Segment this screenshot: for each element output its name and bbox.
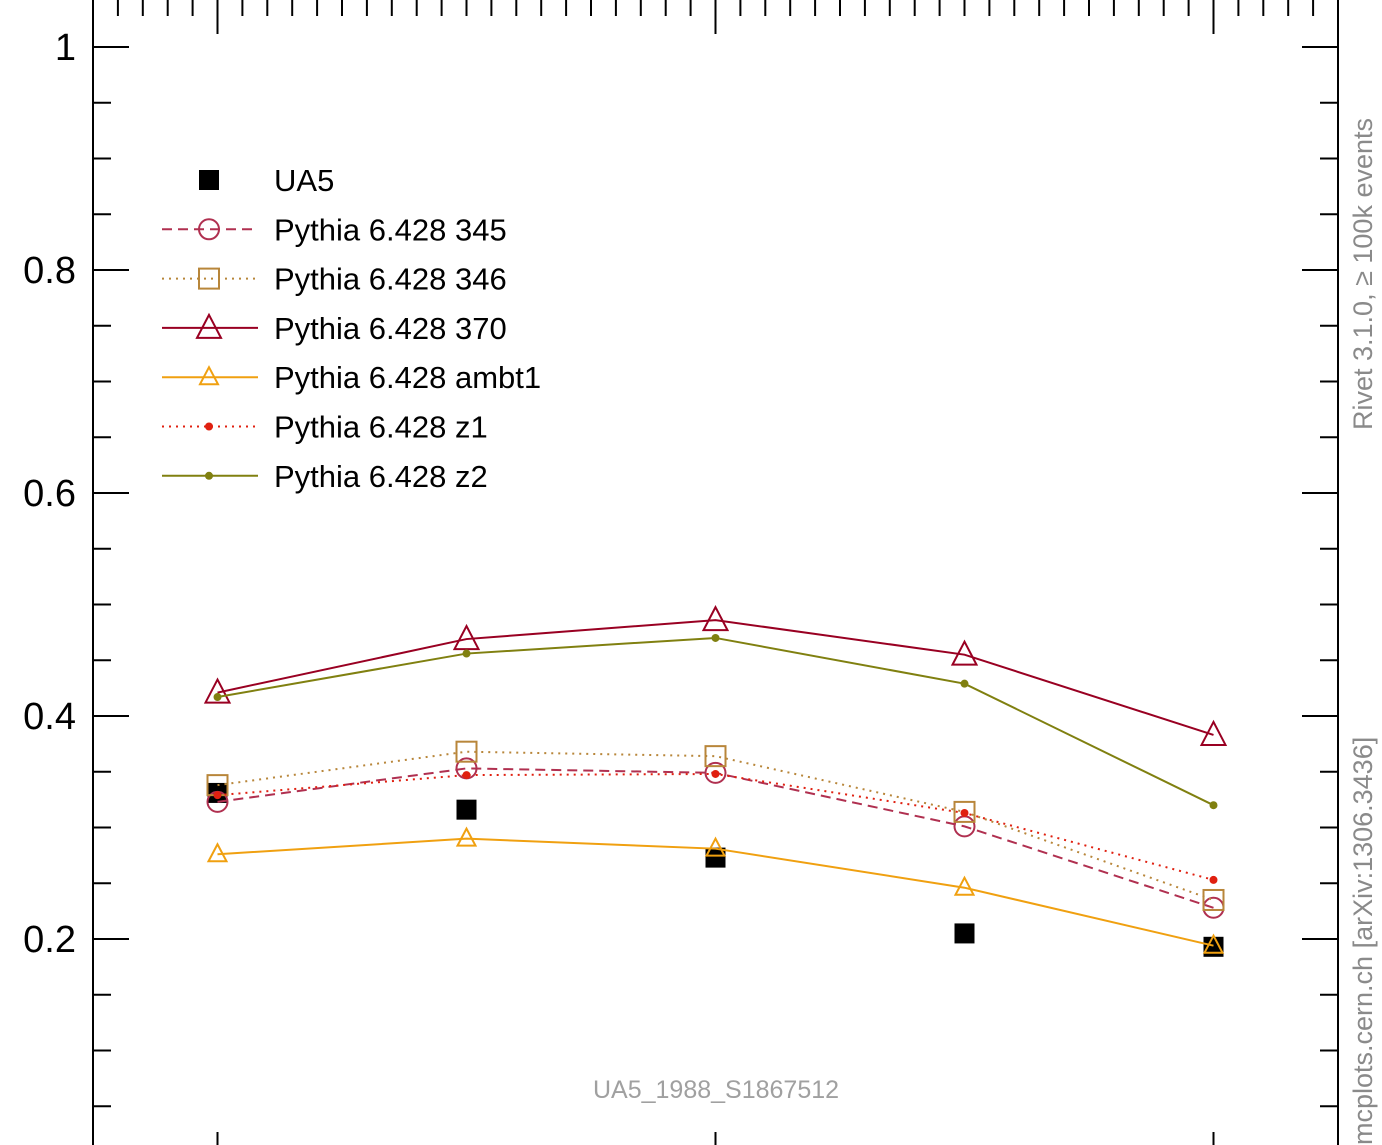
y-tick-label: 1: [55, 27, 76, 69]
mcplots-reference-label: mcplots.cern.ch [arXiv:1306.3436]: [1348, 737, 1378, 1145]
legend-entry: Pythia 6.428 345: [162, 212, 507, 247]
series-6: [213, 633, 1218, 810]
data-point: [954, 923, 975, 944]
series-3: [203, 604, 1228, 746]
legend-label: Pythia 6.428 345: [274, 212, 507, 247]
series-0: [207, 782, 1224, 957]
y-tick-labels: 0.2 0.4 0.6 0.8 1: [23, 27, 76, 961]
legend-label: Pythia 6.428 z2: [274, 459, 488, 494]
series-line: [217, 636, 1214, 807]
data-point: [704, 761, 727, 784]
legend-marker: [195, 312, 223, 339]
y-tick-label: 0.8: [23, 250, 76, 292]
data-point: [206, 842, 229, 863]
legend-marker: [198, 365, 220, 386]
watermark-label: UA5_1988_S1867512: [593, 1076, 839, 1104]
legend-label: Pythia 6.428 346: [274, 262, 507, 297]
series-2: [206, 740, 1225, 911]
data-point: [1209, 875, 1218, 884]
data-point: [452, 623, 481, 651]
data-point: [960, 679, 969, 688]
legend-marker: [205, 422, 213, 431]
data-point: [1209, 801, 1218, 810]
data-point: [455, 826, 478, 847]
data-point: [462, 649, 471, 658]
legend: UA5 Pythia 6.428 345 Pythia 6.428 346 Pythi…: [162, 163, 541, 494]
legend-marker: [205, 471, 213, 480]
legend-marker: [198, 218, 220, 241]
data-point: [456, 799, 477, 820]
data-point: [704, 745, 727, 768]
data-point: [953, 800, 976, 823]
data-point: [203, 677, 232, 704]
data-point: [1202, 888, 1225, 911]
data-point: [213, 693, 222, 702]
data-point: [455, 740, 478, 763]
y-tick-label: 0.4: [23, 696, 76, 738]
plot-frame: [92, 0, 1339, 1145]
data-point: [1202, 933, 1225, 954]
data-point: [213, 791, 222, 800]
legend-marker: [199, 170, 219, 190]
legend-entry: Pythia 6.428 z2: [162, 459, 488, 494]
data-point: [1199, 719, 1228, 746]
data-point: [701, 604, 730, 632]
series-4: [206, 826, 1225, 954]
data-point: [711, 633, 720, 642]
data-point: [462, 771, 471, 780]
series-line: [217, 619, 1214, 736]
data-point: [704, 836, 727, 857]
rivet-version-label: Rivet 3.1.0, ≥ 100k events: [1348, 118, 1378, 430]
axis-ticks: [93, 0, 1338, 1145]
series-line: [217, 837, 1214, 947]
y-tick-label: 0.2: [23, 919, 76, 961]
data-point: [711, 769, 720, 778]
data-point: [950, 639, 979, 666]
legend-label: Pythia 6.428 370: [274, 311, 507, 346]
legend-label: UA5: [274, 163, 334, 198]
legend-entry: Pythia 6.428 346: [162, 262, 507, 297]
legend-entry: UA5: [199, 163, 334, 198]
legend-entry: Pythia 6.428 ambt1: [162, 360, 541, 395]
legend-label: Pythia 6.428 z1: [274, 410, 488, 445]
legend-marker: [198, 267, 220, 290]
series-layer: [203, 604, 1228, 957]
legend-entry: Pythia 6.428 z1: [162, 410, 488, 445]
data-point: [705, 847, 726, 868]
series-5: [213, 769, 1218, 884]
legend-label: Pythia 6.428 ambt1: [274, 360, 541, 395]
data-point: [953, 875, 976, 896]
y-tick-label: 0.6: [23, 473, 76, 515]
data-point: [960, 809, 969, 818]
legend-entry: Pythia 6.428 370: [162, 311, 507, 346]
